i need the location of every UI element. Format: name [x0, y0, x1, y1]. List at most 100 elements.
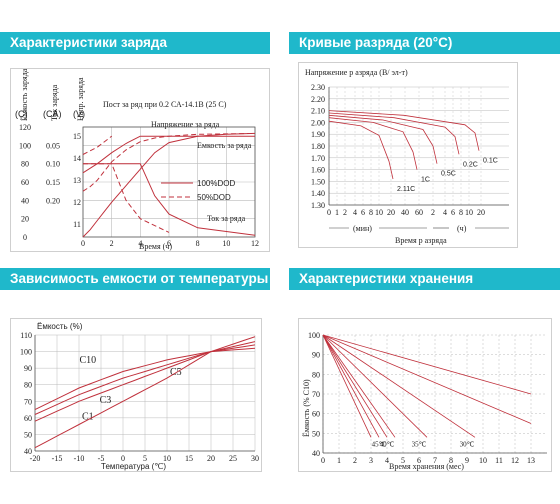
x-tick-label: 1	[337, 456, 341, 465]
voltage-annotation: Напряжение за ряда	[151, 120, 220, 129]
current-annotation: Ток за ряда	[207, 214, 246, 223]
x-tick-label: 2	[353, 456, 357, 465]
y-tick-label: 60	[312, 410, 320, 419]
x-tick-label: 6	[417, 456, 421, 465]
x-tick-label: 2	[110, 239, 114, 248]
curve-label-2_11C: 2.11C	[397, 186, 415, 193]
discharge-x-label: Время р азряда	[395, 236, 447, 245]
current-unit: (CA)	[43, 109, 62, 119]
discharge-curve-0_1C	[328, 110, 480, 151]
y-tick-label: 1.40	[311, 189, 325, 198]
x-tick-label: 7	[433, 456, 437, 465]
capacity-tick-label: 120	[19, 123, 31, 132]
x-tick-label: 13	[527, 456, 535, 465]
y-tick-label: 50	[24, 430, 32, 439]
capacity-tick-label: 0	[23, 233, 27, 242]
x-tick-label: 3	[369, 456, 373, 465]
temperature-y-label: Ёмкость (%)	[37, 322, 83, 331]
capacity-curve-50dod	[82, 132, 256, 192]
x-tick-label: 0	[121, 454, 125, 463]
capacity-tick-label: 80	[21, 160, 29, 169]
storage-curve-40℃	[322, 334, 396, 438]
discharge-chart-panel: Напряжение р азряда (В/ эл-т) 2.30 2.20 2.…	[298, 62, 518, 248]
curve-label-c1: C1	[82, 412, 94, 423]
temperature-chart: Ёмкость (%) -20 -15 -10 -5 0 5 10 15 20 25 30 40 50 6…	[20, 322, 259, 471]
curve-label-40℃: 40℃	[380, 440, 395, 448]
x-tick-label: 1	[335, 208, 339, 217]
x-tick-label: 40	[401, 208, 409, 217]
x-tick-label: 6	[451, 208, 455, 217]
x-tick-label: 8	[369, 208, 373, 217]
charge-legend: 100%DOD 50%DOD	[161, 179, 235, 202]
storage-curve-45℃	[322, 334, 388, 438]
y-tick-label: 90	[24, 364, 32, 373]
y-tick-label: 80	[312, 370, 320, 379]
x-tick-label: -5	[98, 454, 105, 463]
x-tick-label: 8	[196, 239, 200, 248]
charge-chart-panel: Ёмкость заряда Ток заряда Напр. заряда (…	[10, 68, 270, 252]
x-tick-label: 10	[465, 208, 473, 217]
storage-y-label: Ёмкость (% С10)	[302, 379, 311, 437]
y-tick-label: 90	[312, 351, 320, 360]
storage-x-label: Время хранения (мес)	[389, 462, 464, 471]
storage-header: Характеристики хранения	[289, 268, 560, 290]
capacity-tick-label: 60	[21, 178, 29, 187]
discharge-header: Кривые разряда (20°C)	[289, 32, 560, 54]
voltage-tick-label: 12	[73, 198, 81, 207]
x-tick-label: 10	[479, 456, 487, 465]
charge-axis-titles: Ёмкость заряда Ток заряда Напр. заряда	[20, 68, 85, 121]
x-tick-label: 6	[361, 208, 365, 217]
curve-label-35℃: 35℃	[412, 440, 427, 448]
x-tick-label: 0	[327, 208, 331, 217]
x-tick-label: 11	[495, 456, 503, 465]
storage-curve-line-4	[322, 334, 532, 395]
y-tick-label: 1.60	[311, 166, 325, 175]
x-tick-label: 4	[138, 239, 142, 248]
storage-curve-30℃	[322, 334, 476, 438]
x-tick-label: 0	[321, 456, 325, 465]
x-tick-label: 12	[511, 456, 519, 465]
charge-x-label: Время (ч)	[139, 242, 172, 251]
curve-label-1C: 1C	[421, 177, 430, 184]
x-tick-label: 10	[163, 454, 171, 463]
x-tick-label: 60	[415, 208, 423, 217]
y-tick-label: 1.90	[311, 130, 325, 139]
charge-chart-title: Пост за ряд при 0.2 СА-14.1В (25 С)	[103, 100, 227, 109]
y-tick-label: 2.00	[311, 118, 325, 127]
y-tick-label: 110	[20, 331, 32, 340]
x-tick-label: 20	[477, 208, 485, 217]
x-unit-h: (ч)	[457, 224, 467, 233]
current-axis-title: Ток заряда	[50, 84, 59, 121]
y-tick-label: 40	[312, 449, 320, 458]
discharge-curve-0_2C	[328, 112, 460, 155]
x-unit-min: (мин)	[353, 224, 372, 233]
y-tick-label: 70	[312, 390, 320, 399]
x-tick-label: 5	[401, 456, 405, 465]
storage-chart-panel: Ёмкость (% С10) 0 1 2 3 4 5 6 7 8 9 10 11 12 13 40 50 60…	[298, 318, 552, 472]
x-tick-label: 20	[207, 454, 215, 463]
voltage-curve-100dod	[82, 135, 141, 174]
current-tick-label: 0.15	[46, 178, 60, 187]
x-tick-label: -15	[52, 454, 63, 463]
x-tick-label: 9	[465, 456, 469, 465]
curve-label-0_5C: 0.5C	[441, 171, 456, 178]
curve-label-c3: C3	[100, 395, 112, 406]
storage-curve-extra-0	[322, 334, 372, 438]
y-tick-label: 80	[24, 381, 32, 390]
x-tick-label: 20	[387, 208, 395, 217]
capacity-unit: (C)	[15, 109, 28, 119]
voltage-axis-title: Напр. заряда	[76, 77, 85, 121]
y-tick-label: 2.20	[311, 95, 325, 104]
current-tick-label: 0.20	[46, 196, 60, 205]
capacity-annotation: Емкость за ряда	[197, 141, 252, 150]
temperature-header: Зависимость емкости от температуры	[0, 268, 270, 290]
current-curve-100dod	[83, 163, 256, 236]
capacity-curve-c3	[34, 341, 256, 422]
storage-chart: Ёмкость (% С10) 0 1 2 3 4 5 6 7 8 9 10 11 12 13405060…	[302, 331, 547, 471]
capacity-curve-c5	[34, 344, 256, 415]
x-tick-label: 10	[222, 239, 230, 248]
curve-label-c10: C10	[79, 355, 96, 366]
temperature-x-label: Температура (℃)	[101, 462, 166, 471]
charge-chart: Ёмкость заряда Ток заряда Напр. заряда (…	[15, 68, 259, 251]
x-tick-label: 8	[459, 208, 463, 217]
